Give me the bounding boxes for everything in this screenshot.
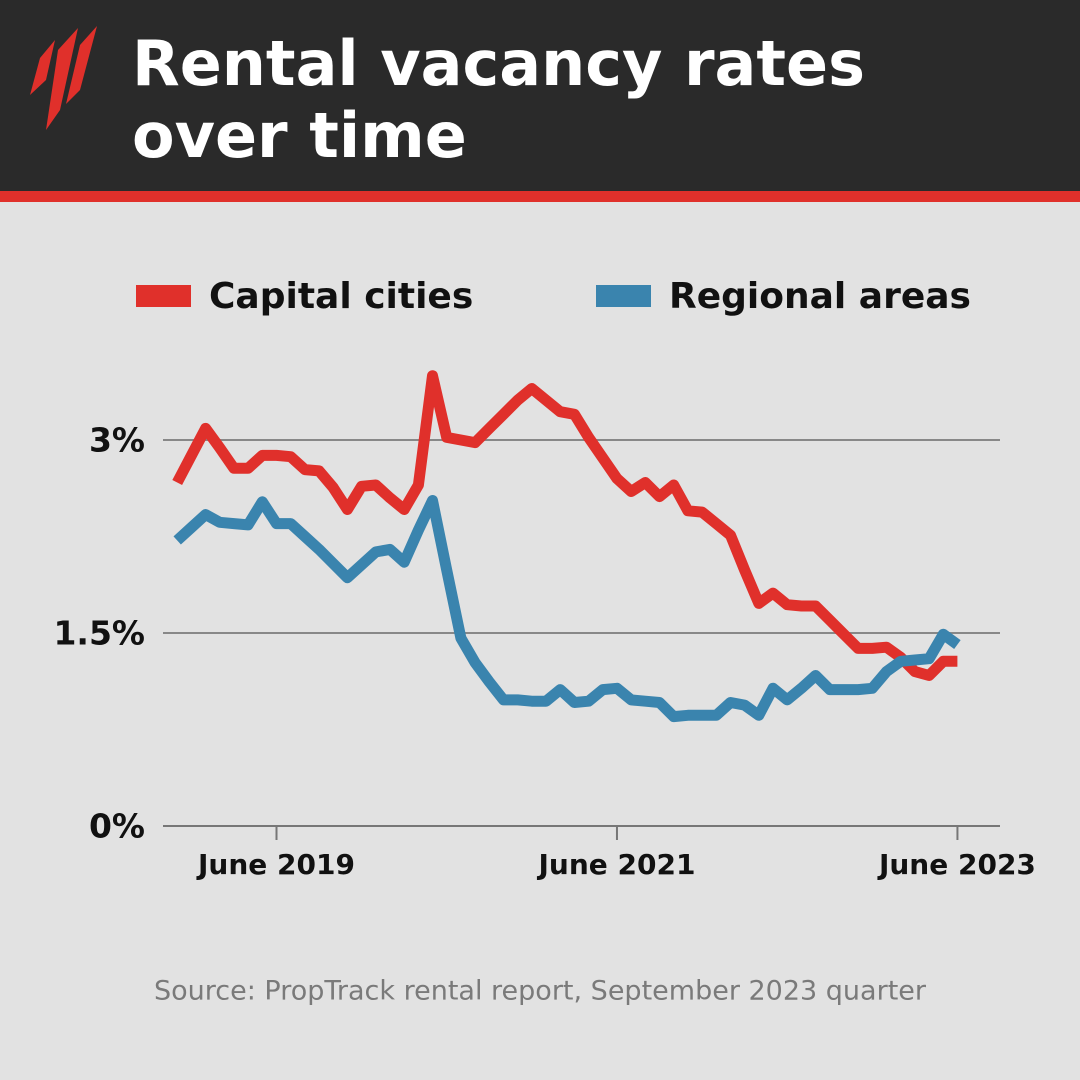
source: Source: PropTrack rental report, Septemb… xyxy=(154,976,927,1007)
x-tick-label: June 2023 xyxy=(877,848,1036,881)
legend-swatch xyxy=(136,285,191,307)
legend-label: Capital cities xyxy=(209,276,473,317)
legend-swatch xyxy=(596,285,651,307)
y-tick-label: 1.5% xyxy=(53,614,145,653)
y-tick-label: 3% xyxy=(89,421,145,460)
chart-title: Rental vacancy rates over time xyxy=(132,27,865,172)
header-stripe xyxy=(0,191,1080,202)
legend-label: Regional areas xyxy=(669,276,971,317)
series-line xyxy=(173,495,961,723)
logo xyxy=(30,26,97,130)
x-tick-label: June 2021 xyxy=(536,848,695,881)
x-tick-label: June 2019 xyxy=(196,848,355,881)
y-tick-label: 0% xyxy=(89,807,145,846)
series-line xyxy=(172,370,958,681)
header: Rental vacancy rates over time xyxy=(0,0,1080,191)
